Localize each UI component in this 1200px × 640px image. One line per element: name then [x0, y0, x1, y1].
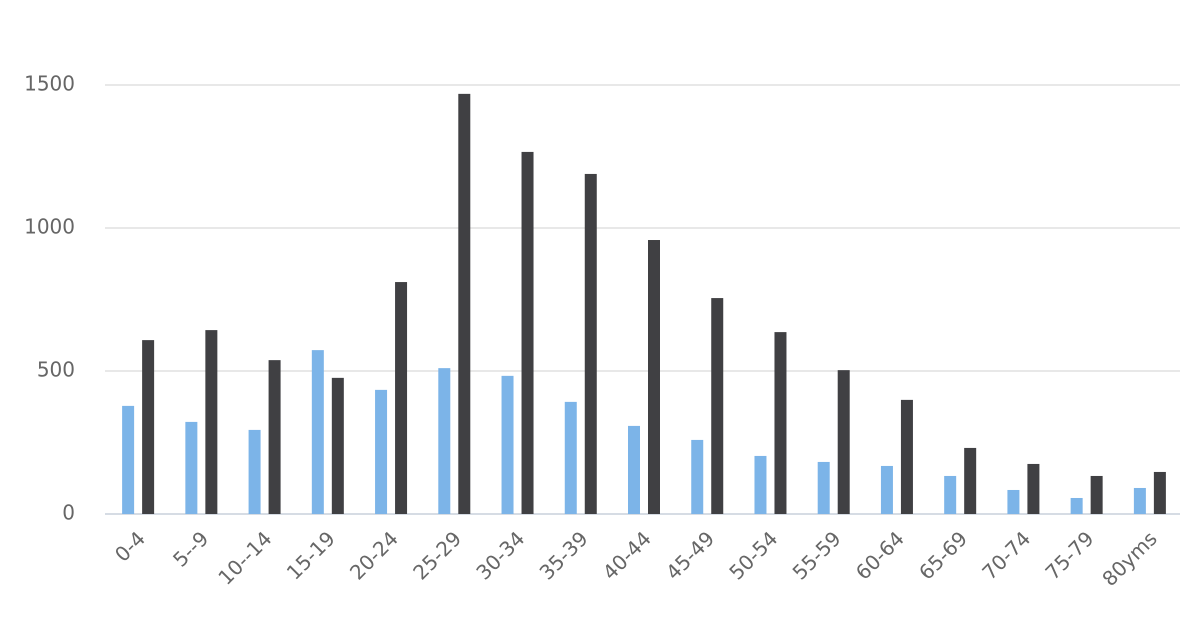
x-tick-label: 45-49 — [661, 526, 719, 584]
bar — [501, 375, 514, 514]
bar — [648, 240, 660, 514]
bar — [1090, 475, 1103, 514]
bar — [691, 439, 704, 514]
bar — [1153, 471, 1166, 514]
bar — [584, 173, 597, 515]
x-tick-label: 35-39 — [535, 526, 593, 584]
x-tick-label: 55-59 — [788, 526, 846, 584]
y-tick-label: 1000 — [24, 215, 75, 239]
bar — [268, 360, 281, 514]
bar — [438, 368, 451, 514]
y-tick-label: 0 — [62, 501, 75, 525]
x-tick-label: 50-54 — [724, 526, 782, 584]
bar — [1027, 463, 1040, 514]
x-tick-label: 25-29 — [408, 526, 466, 584]
bar — [122, 405, 135, 514]
x-tick-label: 5--9 — [168, 526, 213, 571]
x-tick-label: 10--14 — [213, 526, 276, 589]
bar — [521, 151, 534, 514]
x-tick-label: 80yms — [1097, 526, 1161, 590]
bar — [142, 340, 155, 514]
bar — [564, 401, 577, 514]
x-tick-label: 40-44 — [598, 526, 656, 584]
x-tick-label: 65-69 — [914, 526, 972, 584]
x-tick-label: 0-4 — [110, 526, 150, 566]
bar — [817, 461, 830, 514]
bar — [774, 332, 787, 514]
bar — [964, 447, 977, 514]
bar — [1070, 497, 1083, 514]
bar — [375, 389, 388, 514]
bar — [458, 93, 471, 514]
bar — [205, 330, 218, 514]
bar — [1007, 489, 1020, 514]
bar — [185, 421, 198, 514]
bar — [944, 475, 957, 514]
bar — [754, 455, 767, 514]
bar — [395, 282, 408, 514]
bar — [331, 377, 344, 514]
x-tick-label: 30-34 — [471, 526, 529, 584]
bar — [880, 465, 893, 514]
x-tick-label: 20-24 — [345, 526, 403, 584]
bar — [837, 370, 850, 514]
x-tick-label: 15-19 — [282, 526, 340, 584]
y-tick-label: 500 — [37, 358, 75, 382]
y-tick-label: 1500 — [24, 72, 75, 96]
bar — [248, 429, 261, 514]
x-tick-label: 70-74 — [977, 526, 1035, 584]
bar — [1133, 487, 1146, 514]
bar — [311, 350, 324, 514]
bar — [711, 298, 724, 514]
bar — [628, 425, 640, 514]
bar — [900, 399, 913, 514]
x-tick-label: 75-79 — [1041, 526, 1099, 584]
x-tick-label: 60-64 — [851, 526, 909, 584]
